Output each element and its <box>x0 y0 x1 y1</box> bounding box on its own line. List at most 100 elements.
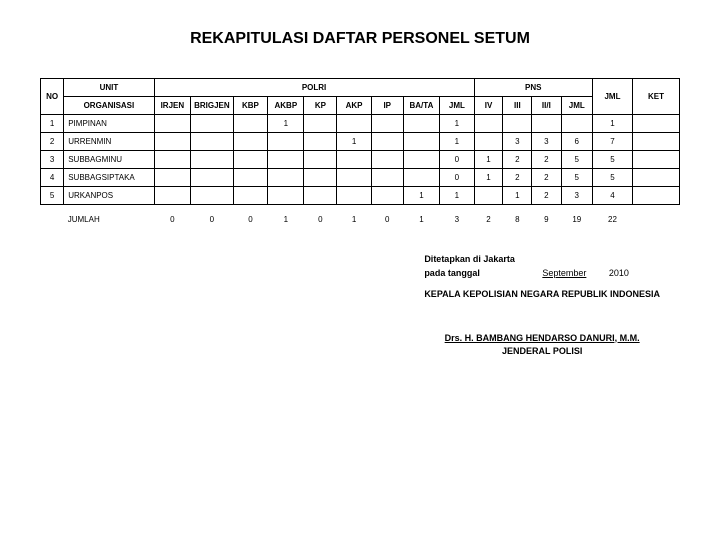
col-iv: IV <box>474 97 503 115</box>
cell-org: SUBBAGMINU <box>64 151 154 169</box>
cell-value: 2 <box>532 169 561 187</box>
col-irjen: IRJEN <box>154 97 191 115</box>
table-row: 5URKANPOS111234 <box>41 187 680 205</box>
cell-org: SUBBAGSIPTAKA <box>64 169 154 187</box>
cell-value <box>304 169 337 187</box>
footer-kepala: KEPALA KEPOLISIAN NEGARA REPUBLIK INDONE… <box>424 288 660 302</box>
cell-value <box>304 187 337 205</box>
cell-value <box>268 151 304 169</box>
cell-value <box>304 115 337 133</box>
cell-value <box>337 187 372 205</box>
jumlah-value: 1 <box>403 205 440 229</box>
table-row: 4SUBBAGSIPTAKA012255 <box>41 169 680 187</box>
col-iii-i: II/I <box>532 97 561 115</box>
cell-value: 2 <box>503 169 532 187</box>
col-organisasi: ORGANISASI <box>64 97 154 115</box>
cell-value: 1 <box>268 115 304 133</box>
cell-value <box>474 115 503 133</box>
cell-value: 1 <box>337 133 372 151</box>
col-pns: PNS <box>474 79 592 97</box>
col-no: NO <box>41 79 64 115</box>
cell-value <box>371 133 403 151</box>
cell-value: 5 <box>561 169 592 187</box>
cell-value <box>191 187 234 205</box>
jumlah-label: JUMLAH <box>64 205 154 229</box>
cell-no: 2 <box>41 133 64 151</box>
jumlah-value: 3 <box>440 205 474 229</box>
jumlah-value: 0 <box>233 205 268 229</box>
jumlah-value: 8 <box>503 205 532 229</box>
cell-value: 1 <box>403 187 440 205</box>
table-row: 1PIMPINAN111 <box>41 115 680 133</box>
cell-value <box>403 115 440 133</box>
cell-org: URKANPOS <box>64 187 154 205</box>
cell-no: 4 <box>41 169 64 187</box>
cell-value <box>233 169 268 187</box>
cell-value <box>474 133 503 151</box>
footer-month: September <box>542 268 586 278</box>
footer: Ditetapkan di Jakarta pada tanggal Septe… <box>40 253 680 359</box>
cell-value <box>403 133 440 151</box>
cell-value <box>474 187 503 205</box>
cell-value <box>233 133 268 151</box>
cell-value <box>154 115 191 133</box>
cell-value: 6 <box>561 133 592 151</box>
cell-value: 5 <box>593 151 633 169</box>
cell-value <box>561 115 592 133</box>
cell-ket <box>632 169 679 187</box>
cell-value <box>268 169 304 187</box>
jumlah-value: 0 <box>304 205 337 229</box>
cell-org: URRENMIN <box>64 133 154 151</box>
cell-value: 3 <box>561 187 592 205</box>
cell-value: 1 <box>440 133 474 151</box>
jumlah-value: 1 <box>268 205 304 229</box>
col-akbp: AKBP <box>268 97 304 115</box>
footer-rank: JENDERAL POLISI <box>502 346 582 356</box>
col-kbp: KBP <box>233 97 268 115</box>
col-polri: POLRI <box>154 79 474 97</box>
col-iii: III <box>503 97 532 115</box>
cell-no: 3 <box>41 151 64 169</box>
cell-value <box>304 151 337 169</box>
cell-value <box>371 169 403 187</box>
cell-no: 5 <box>41 187 64 205</box>
cell-value: 1 <box>440 187 474 205</box>
table-row: 2URRENMIN113367 <box>41 133 680 151</box>
cell-value: 2 <box>503 151 532 169</box>
col-brigjen: BRIGJEN <box>191 97 234 115</box>
cell-value <box>154 187 191 205</box>
jumlah-value: 9 <box>532 205 561 229</box>
jumlah-value: 0 <box>191 205 234 229</box>
cell-value <box>233 151 268 169</box>
cell-value: 4 <box>593 187 633 205</box>
cell-value: 1 <box>593 115 633 133</box>
jumlah-value: 22 <box>593 205 633 229</box>
rekap-table: NO UNIT POLRI PNS JML KET ORGANISASI IRJ… <box>40 78 680 228</box>
cell-value <box>371 187 403 205</box>
table-row: 3SUBBAGMINU012255 <box>41 151 680 169</box>
col-ket: KET <box>632 79 679 115</box>
jumlah-value: 1 <box>337 205 372 229</box>
cell-value <box>233 187 268 205</box>
cell-value: 2 <box>532 151 561 169</box>
col-polri-jml: JML <box>440 97 474 115</box>
table-body: 1PIMPINAN1112URRENMIN1133673SUBBAGMINU01… <box>41 115 680 229</box>
cell-value <box>532 115 561 133</box>
col-jml: JML <box>593 79 633 115</box>
cell-value: 5 <box>561 151 592 169</box>
cell-value <box>154 169 191 187</box>
cell-value: 1 <box>503 187 532 205</box>
footer-tanggal: pada tanggal <box>424 268 480 278</box>
page-title: REKAPITULASI DAFTAR PERSONEL SETUM <box>40 30 680 48</box>
col-ip: IP <box>371 97 403 115</box>
cell-value <box>337 169 372 187</box>
cell-value: 7 <box>593 133 633 151</box>
jumlah-value: 19 <box>561 205 592 229</box>
cell-ket <box>632 151 679 169</box>
cell-value: 1 <box>474 169 503 187</box>
cell-value: 1 <box>440 115 474 133</box>
footer-name: Drs. H. BAMBANG HENDARSO DANURI, M.M. <box>445 333 640 343</box>
footer-line1: Ditetapkan di Jakarta <box>424 253 660 267</box>
cell-value <box>371 115 403 133</box>
col-pns-jml: JML <box>561 97 592 115</box>
